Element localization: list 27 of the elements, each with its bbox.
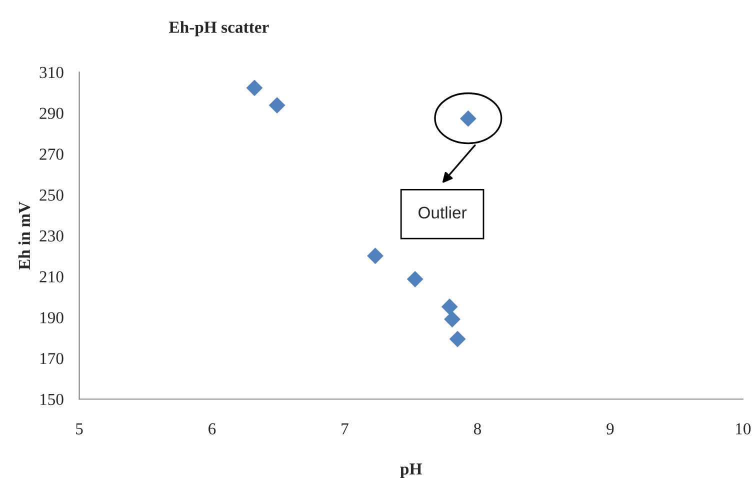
- point: [246, 80, 263, 96]
- point: [444, 311, 460, 328]
- y-tick-label: 270: [40, 148, 64, 160]
- x-axis-title: pH: [400, 464, 422, 478]
- x-tick-label: 6: [208, 423, 216, 434]
- point: [460, 110, 476, 127]
- y-tick-label: 150: [40, 394, 64, 406]
- x-tick-label: 7: [342, 423, 348, 434]
- point: [449, 330, 466, 348]
- point: [367, 248, 384, 264]
- y-tick-label: 250: [40, 189, 64, 201]
- point: [268, 97, 286, 114]
- annotation: Outlier: [418, 206, 467, 219]
- x-tick-label: 8: [474, 423, 481, 434]
- y-tick-label: 290: [40, 108, 64, 119]
- y-axis-title: Eh in mV: [18, 202, 30, 270]
- y-tick-label: 190: [40, 312, 64, 324]
- x-tick-label: 5: [76, 423, 83, 434]
- point: [406, 270, 424, 288]
- y-tick-label: 170: [40, 352, 64, 364]
- chart-title: Eh-pH scatter: [169, 21, 269, 36]
- point: [441, 298, 458, 315]
- y-tick-label: 210: [40, 271, 64, 282]
- x-tick-label: 10: [736, 423, 751, 434]
- x-tick-label: 9: [606, 423, 614, 434]
- y-tick-label: 230: [40, 230, 64, 242]
- y-tick-label: 310: [40, 66, 64, 78]
